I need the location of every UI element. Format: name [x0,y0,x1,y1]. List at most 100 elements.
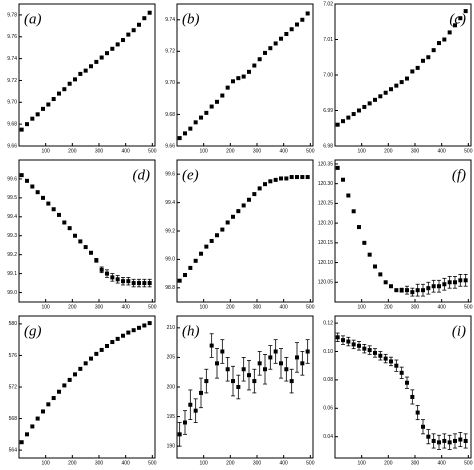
point [415,65,420,70]
point [263,182,267,187]
point [94,59,99,64]
point [463,438,468,443]
point [73,372,77,377]
y-tick-label: 120.05 [318,280,334,286]
point [89,356,93,361]
x-tick-label: 100 [199,148,208,154]
point [209,238,214,243]
point [121,333,125,338]
point [447,280,452,285]
point [295,22,299,27]
x-tick-label: 100 [357,304,366,310]
point [437,284,441,289]
point [394,83,399,88]
x-tick-label: 100 [41,148,50,154]
point [105,343,109,348]
x-tick-label: 300 [253,460,262,466]
point [183,273,187,278]
point [453,280,457,285]
y-tick-label: 580 [9,321,18,327]
point [46,201,51,206]
point [300,17,305,22]
x-tick-label: 200 [68,460,77,466]
x-tick-label: 500 [148,304,157,310]
y-tick-label: 9.70 [165,80,175,86]
y-tick-label: 9.78 [7,12,17,18]
point [236,209,241,214]
point [263,50,267,55]
point [357,343,361,348]
point [273,177,278,182]
point [383,356,388,361]
y-tick-label: 210 [167,325,176,331]
y-tick-label: 0.06 [323,406,333,412]
y-tick-label: 7.01 [323,37,333,43]
point [257,186,262,191]
point [147,321,152,326]
point [51,97,56,102]
point [268,46,273,51]
panel-label: (h) [182,323,200,339]
y-tick-label: 576 [9,353,18,359]
y-tick-label: 9.76 [7,34,17,40]
point [367,348,372,353]
point [305,11,310,16]
point [279,36,283,41]
y-tick-label: 99.2 [7,252,17,258]
point [57,91,61,96]
y-tick-label: 9.72 [7,78,17,84]
point [357,108,361,113]
point [389,87,393,92]
x-tick-label: 100 [199,460,208,466]
point [62,87,67,92]
y-tick-label: 9.66 [7,143,17,149]
point [346,193,351,198]
point [335,165,340,170]
x-tick-label: 100 [41,304,50,310]
point [204,379,209,384]
point [220,93,225,98]
x-tick-label: 400 [437,460,446,466]
point [351,112,356,117]
point [30,424,35,429]
point [426,286,431,291]
point [373,264,377,269]
y-tick-label: 0.08 [323,377,333,383]
point [137,22,141,27]
point [121,38,125,43]
y-tick-label: 99.6 [165,172,175,178]
y-tick-label: 9.68 [7,121,17,127]
x-tick-label: 200 [68,148,77,154]
y-tick-label: 564 [9,447,18,453]
point [300,175,305,180]
point [289,27,294,32]
point [94,351,99,356]
point [383,280,388,285]
y-tick-label: 120.20 [318,220,334,226]
x-tick-label: 300 [95,460,104,466]
point [215,99,219,104]
point [35,190,40,195]
point [273,349,278,354]
point [410,394,415,399]
point [378,353,383,358]
x-tick-label: 400 [121,304,130,310]
x-tick-label: 300 [411,148,420,154]
point [305,175,310,180]
point [335,335,340,340]
y-tick-label: 98.8 [165,285,175,291]
point [447,30,452,35]
point [247,69,251,74]
y-tick-label: 6.99 [323,108,333,114]
point [110,275,115,280]
point [362,104,367,109]
y-tick-label: 572 [9,384,18,390]
y-tick-label: 200 [167,384,176,390]
point [73,233,77,238]
point [421,288,425,293]
point [263,367,267,372]
point [405,76,409,81]
point [252,192,257,197]
point [183,420,187,425]
